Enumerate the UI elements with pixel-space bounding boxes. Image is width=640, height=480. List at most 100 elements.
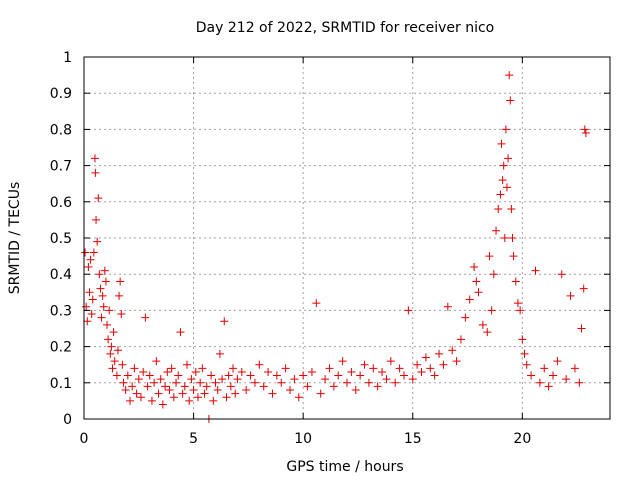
data-point bbox=[448, 346, 457, 355]
data-point bbox=[158, 400, 167, 409]
data-point bbox=[268, 389, 277, 398]
data-point bbox=[507, 205, 516, 214]
data-point bbox=[506, 96, 515, 105]
data-point bbox=[439, 360, 448, 369]
data-point bbox=[104, 335, 113, 344]
data-point bbox=[575, 378, 584, 387]
x-tick-label: 0 bbox=[80, 431, 89, 447]
data-point bbox=[492, 226, 501, 235]
data-point bbox=[128, 382, 137, 391]
chart-title: Day 212 of 2022, SRMTID for receiver nic… bbox=[196, 20, 494, 36]
data-point bbox=[566, 291, 575, 300]
data-point bbox=[511, 277, 520, 286]
data-point bbox=[277, 378, 286, 387]
data-point bbox=[474, 288, 483, 297]
data-point bbox=[378, 367, 387, 376]
data-point bbox=[443, 302, 452, 311]
data-point bbox=[369, 364, 378, 373]
data-point bbox=[540, 364, 549, 373]
data-point bbox=[465, 295, 474, 304]
data-point bbox=[505, 71, 514, 80]
data-point bbox=[522, 360, 531, 369]
data-point bbox=[347, 367, 356, 376]
data-point bbox=[87, 310, 96, 319]
data-point bbox=[130, 364, 139, 373]
data-point bbox=[487, 306, 496, 315]
data-point bbox=[312, 299, 321, 308]
data-point bbox=[92, 215, 101, 224]
y-tick-label: 0.7 bbox=[50, 159, 72, 175]
data-point bbox=[408, 375, 417, 384]
data-point bbox=[272, 371, 281, 380]
data-point bbox=[110, 357, 119, 366]
data-point bbox=[154, 389, 163, 398]
data-point bbox=[351, 386, 360, 395]
data-point bbox=[100, 266, 109, 275]
data-point bbox=[93, 237, 102, 246]
x-tick-label: 20 bbox=[513, 431, 531, 447]
data-point bbox=[101, 277, 110, 286]
data-point bbox=[85, 288, 94, 297]
y-tick-label: 0.8 bbox=[50, 122, 72, 138]
data-point bbox=[198, 364, 207, 373]
data-points bbox=[81, 71, 590, 423]
grid-lines bbox=[84, 57, 610, 419]
data-point bbox=[553, 357, 562, 366]
data-point bbox=[246, 371, 255, 380]
data-point bbox=[218, 375, 227, 384]
data-point bbox=[132, 389, 141, 398]
data-point bbox=[226, 382, 235, 391]
data-point bbox=[229, 364, 238, 373]
data-point bbox=[281, 364, 290, 373]
data-point bbox=[509, 252, 518, 261]
data-point bbox=[303, 382, 312, 391]
data-point bbox=[570, 364, 579, 373]
data-point bbox=[535, 378, 544, 387]
data-point bbox=[191, 367, 200, 376]
y-tick-label: 0.6 bbox=[50, 195, 72, 211]
data-point bbox=[99, 302, 108, 311]
data-point bbox=[169, 393, 178, 402]
y-tick-label: 0.2 bbox=[50, 340, 72, 356]
data-point bbox=[115, 291, 124, 300]
data-point bbox=[86, 255, 95, 264]
data-point bbox=[259, 382, 268, 391]
data-point bbox=[456, 335, 465, 344]
data-point bbox=[108, 364, 117, 373]
data-point bbox=[329, 382, 338, 391]
data-point bbox=[141, 313, 150, 322]
x-tick-label: 5 bbox=[189, 431, 198, 447]
data-point bbox=[520, 349, 529, 358]
data-point bbox=[478, 320, 487, 329]
data-point bbox=[88, 295, 97, 304]
data-point bbox=[237, 367, 246, 376]
data-point bbox=[544, 382, 553, 391]
y-tick-label: 0 bbox=[63, 412, 72, 428]
y-axis-label: SRMTID / TECUs bbox=[7, 182, 23, 295]
data-point bbox=[508, 234, 517, 242]
data-point bbox=[250, 378, 259, 387]
data-point bbox=[395, 364, 404, 373]
data-point bbox=[497, 139, 506, 148]
data-point bbox=[233, 375, 242, 384]
data-point bbox=[118, 360, 127, 369]
data-point bbox=[498, 176, 507, 185]
data-point bbox=[147, 396, 156, 405]
data-point bbox=[470, 262, 479, 271]
data-point bbox=[461, 313, 470, 322]
x-tick-label: 10 bbox=[294, 431, 312, 447]
data-point bbox=[116, 277, 125, 286]
plot-frame bbox=[83, 56, 611, 420]
y-tick-label: 0.5 bbox=[50, 231, 72, 247]
data-point bbox=[294, 393, 303, 402]
data-point bbox=[504, 154, 513, 163]
data-point bbox=[105, 306, 114, 315]
data-point bbox=[161, 382, 170, 391]
data-point bbox=[299, 371, 308, 380]
data-point bbox=[209, 396, 218, 405]
data-point bbox=[183, 360, 192, 369]
data-point bbox=[334, 371, 343, 380]
data-point bbox=[163, 367, 172, 376]
data-point bbox=[83, 317, 92, 326]
data-point bbox=[123, 371, 132, 380]
